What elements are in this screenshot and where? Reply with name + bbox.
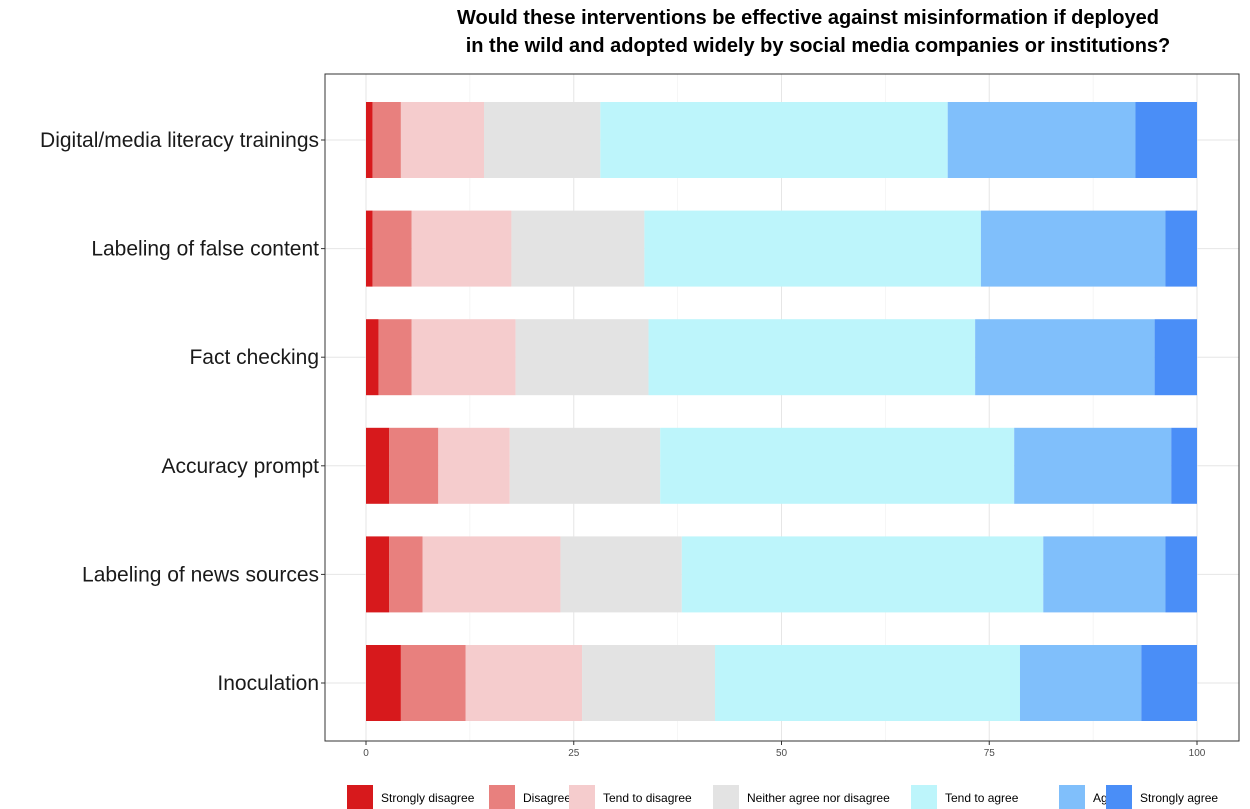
bar-segment-neither-agree-nor-disagree	[582, 645, 716, 721]
bar-segment-agree	[975, 319, 1155, 396]
bar-group-digital-media-literacy-trainings	[366, 102, 1197, 178]
bar-segment-agree	[980, 210, 1166, 287]
legend-item-tend-to-agree: Tend to agree	[911, 785, 1019, 809]
bar-segment-strongly-agree	[1154, 319, 1197, 396]
bar-segment-strongly-disagree	[366, 536, 390, 613]
bar-segment-strongly-agree	[1165, 536, 1197, 613]
bar-segment-tend-to-disagree	[438, 427, 510, 504]
bar-segment-agree	[1043, 536, 1166, 613]
y-tick-label: Digital/media literacy trainings	[40, 129, 319, 152]
legend-label: Strongly disagree	[381, 791, 475, 805]
bar-segment-strongly-agree	[1171, 427, 1197, 504]
bar-segment-disagree	[400, 645, 466, 721]
bar-segment-neither-agree-nor-disagree	[509, 427, 661, 504]
title-line-1: Would these interventions be effective a…	[457, 7, 1159, 29]
bar-segment-tend-to-disagree	[400, 102, 485, 178]
bar-segment-neither-agree-nor-disagree	[515, 319, 649, 396]
bar-segment-strongly-agree	[1165, 210, 1197, 287]
bar-segment-disagree	[378, 319, 412, 396]
bar-group-accuracy-prompt	[366, 427, 1197, 504]
legend-label: Tend to agree	[945, 791, 1019, 805]
y-tick-label: Fact checking	[189, 346, 319, 369]
title-line-2: in the wild and adopted widely by social…	[466, 35, 1171, 57]
bar-segment-tend-to-agree	[648, 319, 976, 396]
bar-segment-agree	[1019, 645, 1142, 721]
y-tick-label: Accuracy prompt	[161, 455, 319, 478]
bar-segment-tend-to-agree	[715, 645, 1020, 721]
legend-label: Disagree	[523, 791, 571, 805]
bar-segment-agree	[1014, 427, 1172, 504]
y-axis: Digital/media literacy trainings Labeling…	[40, 129, 325, 695]
bar-segment-strongly-agree	[1141, 645, 1197, 721]
bar-segment-neither-agree-nor-disagree	[484, 102, 601, 178]
bar-group-inoculation	[366, 645, 1197, 721]
bar-group-labeling-of-false-content	[366, 210, 1197, 287]
bar-group-fact-checking	[366, 319, 1197, 396]
x-tick-label: 75	[984, 748, 996, 759]
legend-key	[1106, 785, 1132, 809]
bar-segment-tend-to-agree	[644, 210, 981, 287]
chart-title: Would these interventions be effective a…	[457, 7, 1170, 57]
legend-key	[569, 785, 595, 809]
legend-key	[347, 785, 373, 809]
legend-key	[713, 785, 739, 809]
bar-segment-disagree	[389, 536, 423, 613]
bar-segment-disagree	[372, 210, 412, 287]
legend-key	[911, 785, 937, 809]
bar-segment-agree	[947, 102, 1136, 178]
bar-segment-strongly-disagree	[366, 102, 373, 178]
bar-segment-disagree	[389, 427, 439, 504]
bar-segment-tend-to-agree	[600, 102, 948, 178]
bar-segment-neither-agree-nor-disagree	[560, 536, 682, 613]
bar-segment-tend-to-disagree	[465, 645, 583, 721]
bar-segment-tend-to-agree	[681, 536, 1044, 613]
legend-item-disagree: Disagree	[489, 785, 571, 809]
bar-segment-strongly-disagree	[366, 319, 379, 396]
legend-item-neither-agree-nor-disagree: Neither agree nor disagree	[713, 785, 890, 809]
bar-segment-tend-to-disagree	[422, 536, 561, 613]
legend-key	[489, 785, 515, 809]
legend-item-strongly-disagree: Strongly disagree	[347, 785, 475, 809]
legend-key	[1059, 785, 1085, 809]
bars	[366, 102, 1197, 721]
legend-item-tend-to-disagree: Tend to disagree	[569, 785, 692, 809]
x-tick-label: 25	[568, 748, 580, 759]
bar-group-labeling-of-news-sources	[366, 536, 1197, 613]
bar-segment-neither-agree-nor-disagree	[511, 210, 645, 287]
bar-segment-disagree	[372, 102, 401, 178]
legend: Strongly disagree Disagree Tend to disagre…	[347, 785, 1218, 809]
x-axis: 0 25 50 75 100	[363, 741, 1206, 759]
bar-segment-strongly-agree	[1135, 102, 1197, 178]
bar-segment-tend-to-disagree	[411, 319, 516, 396]
legend-label: Tend to disagree	[603, 791, 692, 805]
bar-segment-strongly-disagree	[366, 427, 390, 504]
legend-label: Neither agree nor disagree	[747, 791, 890, 805]
x-tick-label: 50	[776, 748, 788, 759]
y-tick-label: Labeling of news sources	[82, 563, 319, 586]
x-tick-label: 100	[1189, 748, 1206, 759]
legend-label: Strongly agree	[1140, 791, 1218, 805]
y-tick-label: Inoculation	[217, 672, 319, 695]
bar-segment-tend-to-disagree	[411, 210, 512, 287]
x-tick-label: 0	[363, 748, 369, 759]
bar-segment-strongly-disagree	[366, 210, 373, 287]
bar-segment-strongly-disagree	[366, 645, 401, 721]
legend-item-strongly-agree: Strongly agree	[1106, 785, 1218, 809]
bar-segment-tend-to-agree	[660, 427, 1015, 504]
y-tick-label: Labeling of false content	[91, 238, 319, 261]
